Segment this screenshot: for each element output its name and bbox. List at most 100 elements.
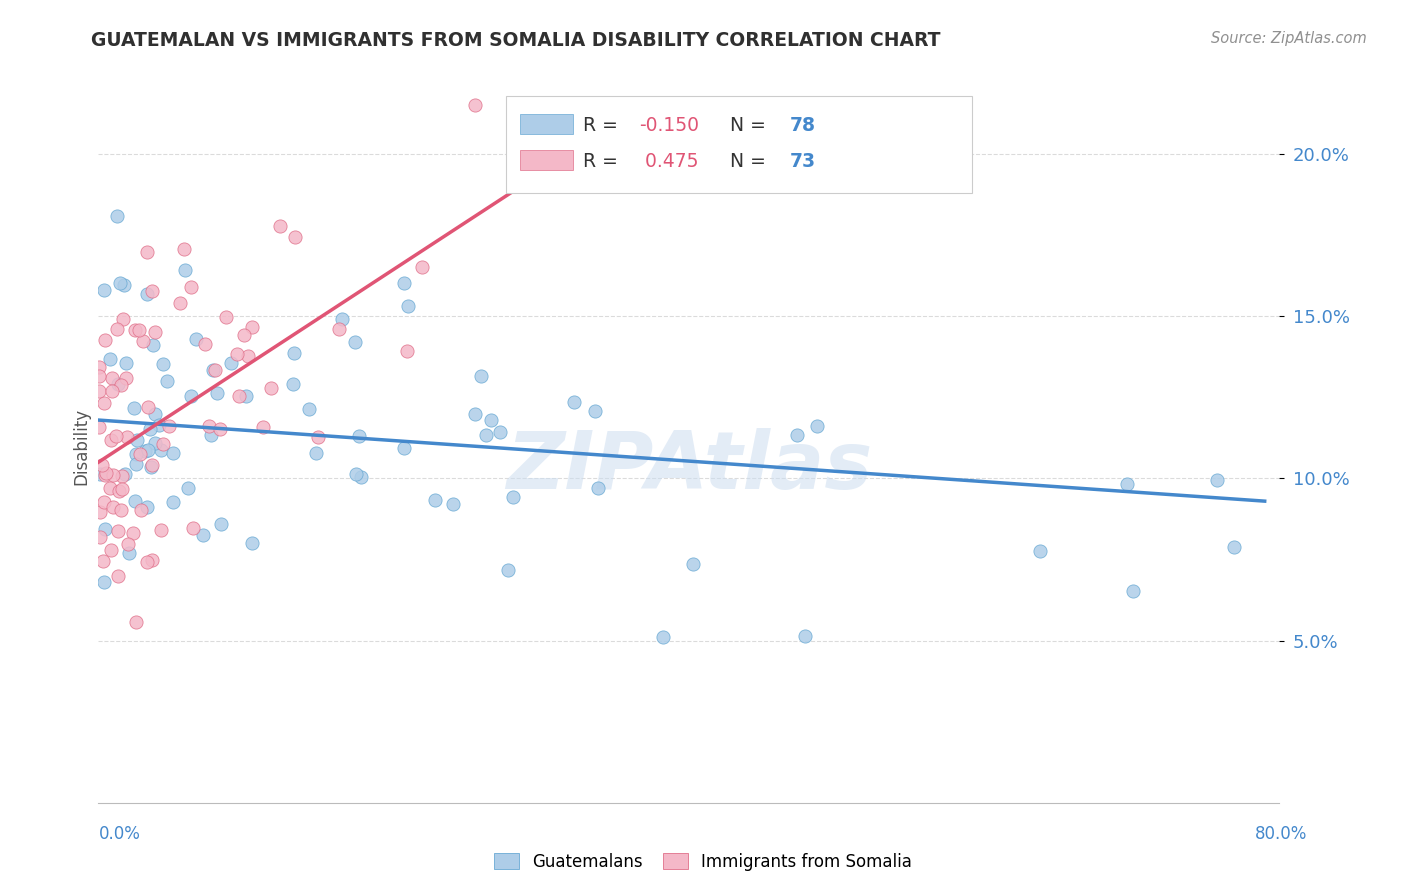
Point xyxy=(93,467,115,482)
Point xyxy=(110,377,132,392)
Point xyxy=(114,467,136,481)
Point xyxy=(162,445,184,459)
Point xyxy=(103,467,125,482)
Point xyxy=(305,446,328,460)
Point xyxy=(479,413,502,427)
Point xyxy=(107,568,129,582)
Point xyxy=(129,502,152,516)
Point xyxy=(128,322,150,336)
Point xyxy=(156,374,179,388)
Point xyxy=(180,389,202,403)
Point xyxy=(496,563,519,577)
FancyBboxPatch shape xyxy=(520,114,574,134)
Point xyxy=(90,458,112,472)
Point xyxy=(111,469,134,483)
Point xyxy=(115,430,138,444)
Point xyxy=(806,418,828,433)
Point xyxy=(235,389,257,403)
Point xyxy=(105,322,128,336)
Point xyxy=(93,396,115,410)
Point xyxy=(121,526,143,541)
Point xyxy=(143,407,166,421)
Point xyxy=(94,522,117,536)
Point xyxy=(143,436,166,450)
Point xyxy=(1122,583,1144,598)
Text: 0.0%: 0.0% xyxy=(98,825,141,843)
Point xyxy=(1205,473,1227,487)
Text: 78: 78 xyxy=(789,116,815,135)
Text: N =: N = xyxy=(718,116,772,135)
Point xyxy=(87,359,110,374)
Point xyxy=(136,287,159,301)
Point xyxy=(141,552,163,566)
Point xyxy=(470,368,492,383)
Point xyxy=(149,523,172,537)
Y-axis label: Disability: Disability xyxy=(72,408,90,484)
Text: 80.0%: 80.0% xyxy=(1256,825,1308,843)
Point xyxy=(136,500,159,515)
Point xyxy=(104,429,127,443)
Point xyxy=(1223,540,1246,554)
Point xyxy=(489,425,512,439)
Point xyxy=(330,312,353,326)
Text: R =: R = xyxy=(582,152,623,170)
Point xyxy=(350,470,373,484)
Point xyxy=(110,482,132,496)
Point xyxy=(394,442,416,456)
Point xyxy=(283,376,305,391)
Point xyxy=(794,629,817,643)
Point xyxy=(240,320,263,334)
Point xyxy=(651,630,673,644)
Point xyxy=(136,244,159,259)
Point xyxy=(110,503,132,517)
Point xyxy=(98,481,121,495)
Point xyxy=(107,376,129,391)
Point xyxy=(100,433,122,447)
Point xyxy=(226,347,249,361)
Point xyxy=(136,442,159,457)
Point xyxy=(89,504,111,518)
Point xyxy=(94,334,117,348)
Point xyxy=(125,458,148,472)
Point xyxy=(148,418,170,433)
Text: 73: 73 xyxy=(789,152,815,170)
Point xyxy=(127,434,149,448)
Point xyxy=(162,495,184,509)
Point xyxy=(177,481,200,495)
FancyBboxPatch shape xyxy=(520,150,574,169)
Point xyxy=(101,500,124,515)
Point xyxy=(284,230,307,244)
Point xyxy=(141,284,163,298)
Point xyxy=(411,260,433,274)
Point xyxy=(138,422,160,436)
Point xyxy=(194,337,217,351)
Point xyxy=(191,527,214,541)
Point xyxy=(136,555,159,569)
Point xyxy=(124,323,146,337)
Point xyxy=(112,278,135,293)
Point xyxy=(588,481,610,495)
Point xyxy=(200,427,222,442)
Point xyxy=(260,380,283,394)
Point xyxy=(252,420,274,434)
Point xyxy=(1029,544,1052,558)
Point xyxy=(89,384,111,399)
Point xyxy=(209,517,232,532)
Point xyxy=(136,401,159,415)
Point xyxy=(141,458,163,473)
Point xyxy=(124,494,146,508)
Point xyxy=(105,209,128,223)
Text: 0.475: 0.475 xyxy=(640,152,699,170)
Point xyxy=(344,335,367,350)
Point xyxy=(240,536,263,550)
Point xyxy=(328,322,350,336)
Point xyxy=(1115,477,1137,491)
Point xyxy=(107,524,129,538)
FancyBboxPatch shape xyxy=(506,96,973,193)
Text: Source: ZipAtlas.com: Source: ZipAtlas.com xyxy=(1211,31,1367,46)
Point xyxy=(89,368,111,383)
Point xyxy=(173,242,195,256)
Point xyxy=(423,492,446,507)
Point xyxy=(183,520,205,534)
Point xyxy=(464,98,486,112)
